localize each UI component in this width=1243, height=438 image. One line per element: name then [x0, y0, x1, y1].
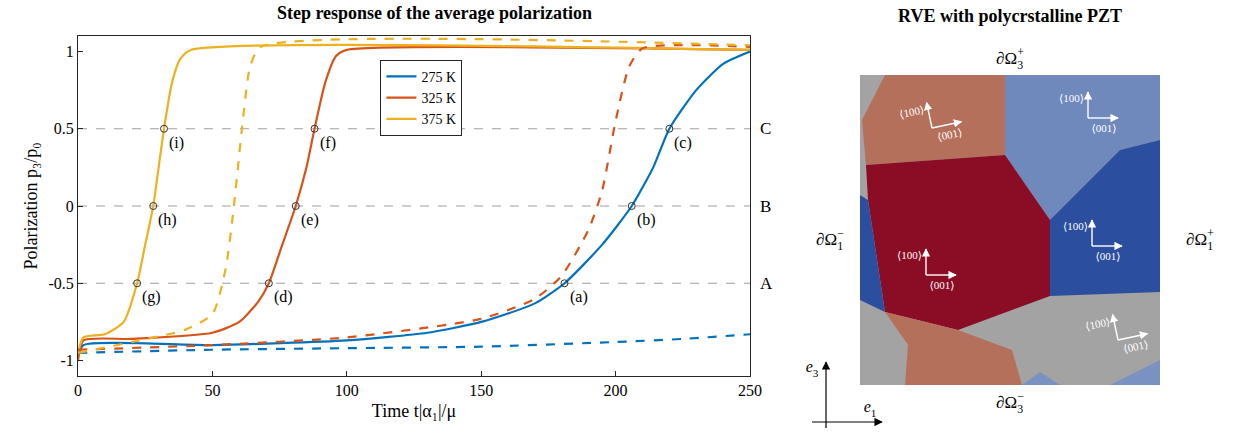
svg-text:50: 50 [204, 382, 220, 399]
svg-text:375 K: 375 K [421, 112, 456, 127]
svg-text:e1: e1 [864, 398, 877, 419]
svg-text:∂Ω3−: ∂Ω3− [996, 389, 1024, 416]
svg-text:⟨001⟩: ⟨001⟩ [1091, 122, 1116, 134]
svg-text:(e): (e) [301, 211, 319, 229]
svg-text:⟨001⟩: ⟨001⟩ [929, 279, 954, 291]
svg-text:-1: -1 [60, 352, 73, 369]
svg-text:250: 250 [738, 382, 762, 399]
svg-text:⟨100⟩: ⟨100⟩ [897, 249, 922, 261]
svg-text:(h): (h) [158, 211, 177, 229]
svg-text:⟨001⟩: ⟨001⟩ [1122, 338, 1149, 355]
svg-text:(g): (g) [142, 288, 161, 306]
svg-text:B: B [760, 197, 771, 216]
svg-text:∂Ω3+: ∂Ω3+ [996, 45, 1024, 72]
svg-text:e3: e3 [806, 358, 819, 379]
svg-text:(a): (a) [570, 288, 588, 306]
svg-text:275 K: 275 K [421, 70, 456, 85]
svg-text:(d): (d) [274, 288, 293, 306]
svg-text:150: 150 [469, 382, 493, 399]
svg-text:⟨100⟩: ⟨100⟩ [1059, 92, 1084, 104]
svg-text:Polarization p₃/p₀: Polarization p₃/p₀ [21, 142, 41, 269]
svg-text:RVE with polycrstalline PZT: RVE with polycrstalline PZT [898, 6, 1122, 26]
svg-text:325 K: 325 K [421, 91, 456, 106]
svg-text:Step response of the average p: Step response of the average polarizatio… [277, 3, 592, 23]
svg-text:0: 0 [74, 382, 82, 399]
svg-text:0: 0 [66, 198, 74, 215]
svg-text:A: A [760, 274, 773, 293]
svg-text:⟨001⟩: ⟨001⟩ [936, 126, 963, 143]
svg-text:0.5: 0.5 [54, 120, 74, 137]
svg-text:-0.5: -0.5 [48, 275, 73, 292]
svg-text:⟨100⟩: ⟨100⟩ [898, 103, 925, 120]
svg-text:C: C [760, 119, 771, 138]
svg-text:Time t|α₁|/μ: Time t|α₁|/μ [372, 401, 456, 421]
svg-text:⟨100⟩: ⟨100⟩ [1063, 220, 1088, 232]
svg-text:1: 1 [66, 43, 74, 60]
svg-text:(c): (c) [674, 134, 692, 152]
svg-text:(i): (i) [169, 134, 184, 152]
svg-text:200: 200 [604, 382, 628, 399]
svg-text:∂Ω1−: ∂Ω1− [816, 226, 844, 253]
svg-text:100: 100 [335, 382, 359, 399]
svg-text:⟨100⟩: ⟨100⟩ [1084, 315, 1111, 332]
svg-text:⟨001⟩: ⟨001⟩ [1095, 250, 1120, 262]
svg-text:(f): (f) [320, 134, 336, 152]
svg-text:∂Ω1+: ∂Ω1+ [1186, 226, 1214, 253]
svg-text:(b): (b) [637, 211, 656, 229]
